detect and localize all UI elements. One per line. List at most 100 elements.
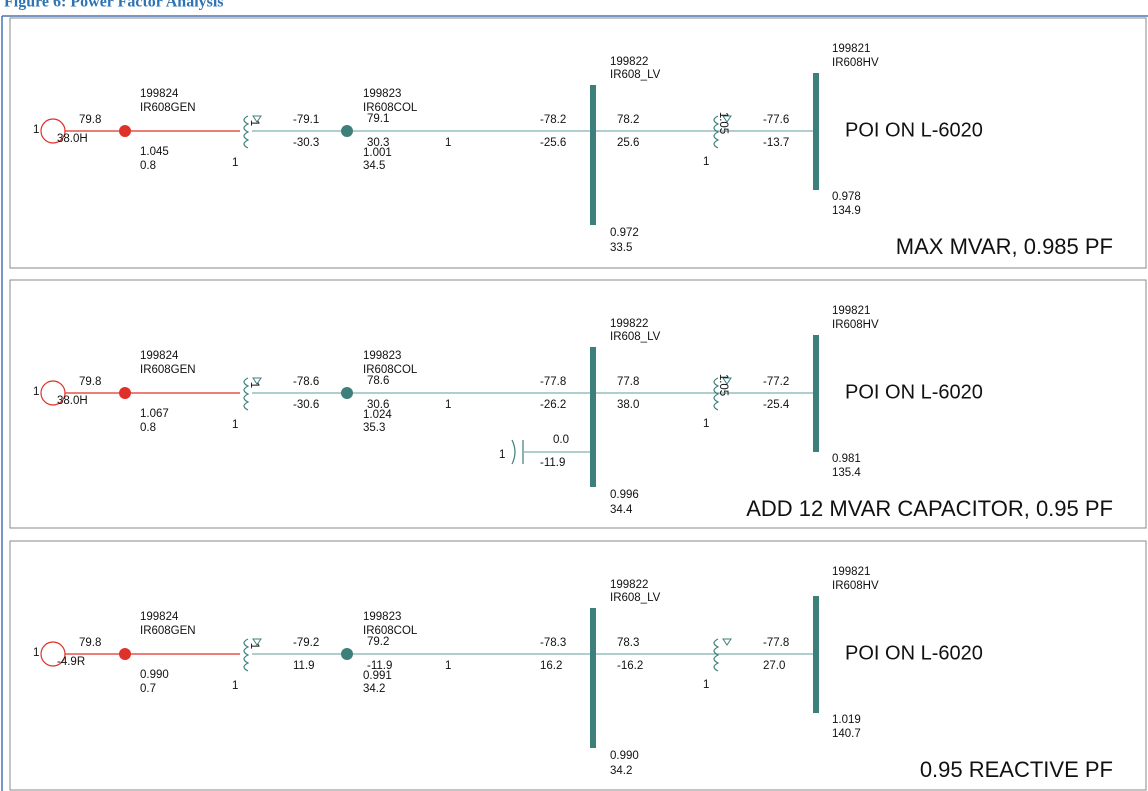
lv-bus-kv: 34.4 (610, 504, 633, 516)
xfmr1-p: -79.2 (293, 637, 319, 649)
xfmr1-tap: 1 (248, 643, 260, 649)
line-q: 16.2 (540, 660, 562, 672)
hv-bus-voltage: 1.019 (832, 714, 861, 726)
gen-bus-voltage: 1.067 (140, 408, 169, 420)
xfmr2-count: 1 (703, 156, 709, 168)
col-bus-kv: 34.2 (363, 683, 385, 695)
hv-bus-number: 199821 (832, 566, 870, 578)
lv-bus-number: 199822 (610, 318, 648, 330)
transformer-coil (243, 377, 250, 411)
lv-bus (590, 85, 596, 225)
gen-q: 38.0H (57, 395, 88, 407)
gen-p: 79.8 (79, 114, 101, 126)
capacitor-count: 1 (499, 449, 505, 461)
col-bus-number: 199823 (363, 350, 401, 362)
transformer-coil (713, 377, 720, 411)
capacitor-plate-curved (511, 439, 516, 465)
hv-bus-number: 199821 (832, 43, 870, 55)
col-bus-voltage: 1.001 (363, 147, 392, 159)
poi-label: POI ON L-6020 (845, 381, 983, 403)
col-bus-name: IR608COL (363, 102, 418, 114)
gen-bus-voltage: 0.990 (140, 669, 169, 681)
line-count: 1 (445, 137, 451, 149)
hv-bus-kv: 140.7 (832, 728, 861, 740)
gen-bus (119, 648, 131, 660)
hv-bus-name: IR608HV (832, 57, 879, 69)
xfmr1-q: 11.9 (293, 660, 315, 672)
hv-bus-name: IR608HV (832, 580, 879, 592)
col-bus-voltage: 1.024 (363, 409, 392, 421)
hv-q: -13.7 (763, 137, 789, 149)
col-q: -11.9 (367, 660, 392, 672)
gen-p: 79.8 (79, 376, 101, 388)
col-bus-name: IR608COL (363, 625, 418, 637)
hv-bus-name: IR608HV (832, 319, 879, 331)
gen-q: 38.0H (57, 133, 88, 145)
lv-q: 38.0 (617, 399, 639, 411)
line-q: -25.6 (540, 137, 566, 149)
xfmr2-tap: 1.05 (717, 374, 729, 396)
hv-bus-voltage: 0.978 (832, 191, 861, 203)
panel: 1 79.8 38.0H 199824 IR608GEN 1.067 0.8 1 -78.6 -3… (9, 279, 1147, 529)
lv-bus (590, 347, 596, 487)
gen-p: 79.8 (79, 637, 101, 649)
gen-count: 1 (33, 386, 39, 398)
lv-p: 78.3 (617, 637, 639, 649)
transformer-coil (713, 115, 720, 149)
lv-bus-kv: 34.2 (610, 765, 632, 777)
hv-bus-kv: 135.4 (832, 467, 861, 479)
gen-count: 1 (33, 647, 39, 659)
xfmr2-count: 1 (703, 679, 709, 691)
transformer-symbol (252, 115, 262, 123)
transformer-symbol (252, 377, 262, 385)
case-caption: 0.95 REACTIVE PF (920, 757, 1113, 782)
capacitor-p: 0.0 (553, 434, 569, 446)
hv-bus-kv: 134.9 (832, 205, 861, 217)
line-count: 1 (445, 399, 451, 411)
col-bus-kv: 34.5 (363, 160, 385, 172)
xfmr2-count: 1 (703, 418, 709, 430)
line-p: -77.8 (540, 376, 566, 388)
gen-bus-number: 199824 (140, 611, 179, 623)
col-p: 79.2 (367, 636, 389, 648)
gen-bus-kv: 0.7 (140, 683, 156, 695)
figure-title: Figure 6: Power Factor Analysis (4, 0, 224, 11)
lv-p: 77.8 (617, 376, 639, 388)
xfmr2-tap: 1.05 (717, 112, 729, 134)
panel: 1 79.8 38.0H 199824 IR608GEN 1.045 0.8 1 -79.1 -3… (9, 17, 1147, 269)
line-p: -78.2 (540, 114, 566, 126)
hv-q: -25.4 (763, 399, 790, 411)
col-bus-voltage: 0.991 (363, 670, 392, 682)
lv-bus-number: 199822 (610, 56, 648, 68)
gen-bus (119, 125, 131, 137)
hv-p: -77.6 (763, 114, 789, 126)
case-caption: MAX MVAR, 0.985 PF (896, 234, 1113, 259)
gen-bus-kv: 0.8 (140, 422, 156, 434)
hv-bus (813, 335, 819, 452)
col-p: 78.6 (367, 375, 389, 387)
xfmr1-count: 1 (232, 419, 238, 431)
line-q: -26.2 (540, 399, 566, 411)
hv-q: 27.0 (763, 660, 785, 672)
gen-bus-name: IR608GEN (140, 625, 196, 637)
gen-bus-number: 199824 (140, 350, 179, 362)
case-caption: ADD 12 MVAR CAPACITOR, 0.95 PF (746, 496, 1113, 521)
lv-bus-voltage: 0.990 (610, 750, 639, 762)
gen-bus-kv: 0.8 (140, 160, 156, 172)
transformer-symbol (252, 638, 262, 646)
xfmr1-q: -30.3 (293, 137, 319, 149)
gen-bus-name: IR608GEN (140, 102, 196, 114)
gen-q: -4.9R (57, 656, 85, 668)
lv-bus-kv: 33.5 (610, 242, 632, 254)
col-bus-kv: 35.3 (363, 422, 385, 434)
poi-label: POI ON L-6020 (845, 642, 983, 664)
xfmr1-tap: 1 (248, 120, 260, 126)
line-p: -78.3 (540, 637, 566, 649)
col-bus (341, 125, 353, 137)
lv-q: -16.2 (617, 660, 643, 672)
col-p: 79.1 (367, 113, 389, 125)
col-bus-number: 199823 (363, 611, 401, 623)
lv-bus-voltage: 0.972 (610, 227, 639, 239)
